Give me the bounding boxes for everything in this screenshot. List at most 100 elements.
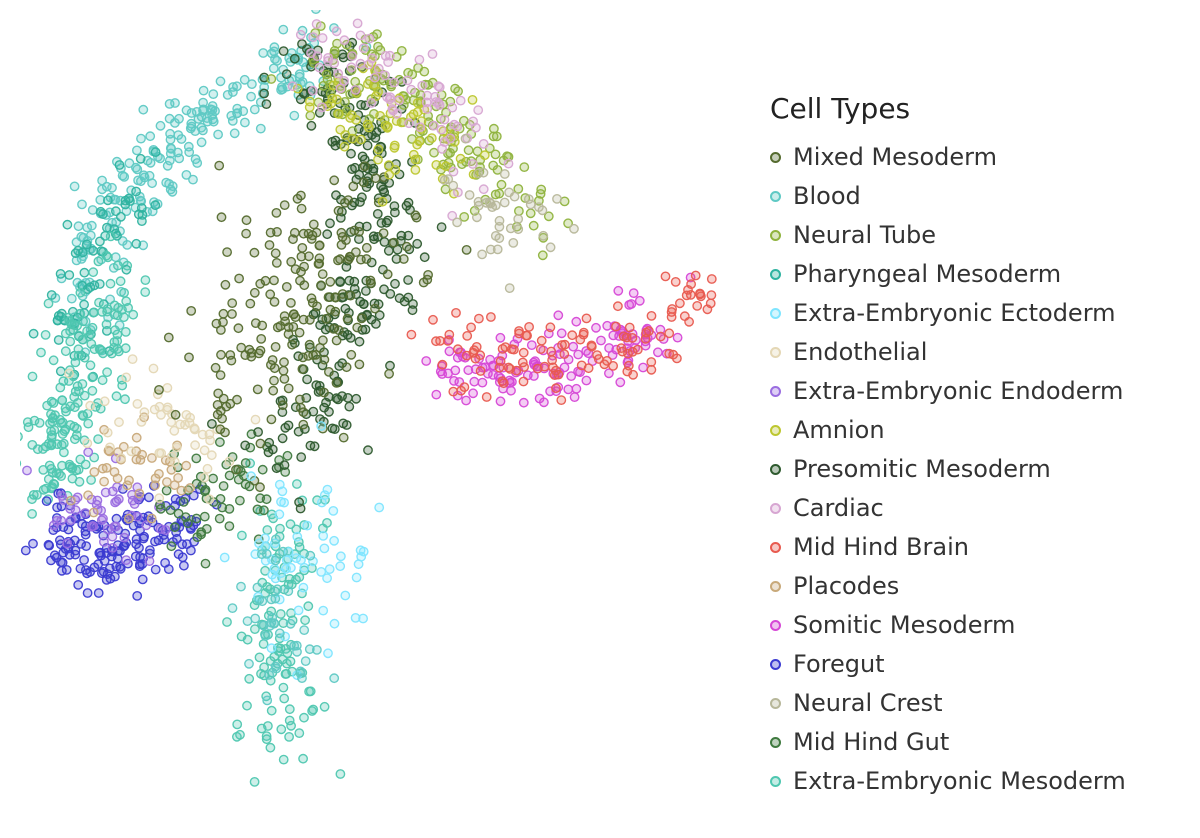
scatter-point — [151, 148, 159, 156]
scatter-point — [530, 222, 538, 230]
scatter-point — [474, 169, 482, 177]
scatter-point — [549, 363, 557, 371]
scatter-point — [94, 435, 102, 443]
scatter-point — [470, 346, 478, 354]
scatter-point — [117, 213, 125, 221]
scatter-point — [200, 474, 208, 482]
scatter-point — [182, 462, 190, 470]
scatter-point — [219, 310, 227, 318]
scatter-point — [208, 420, 216, 428]
scatter-point — [319, 336, 327, 344]
scatter-point — [107, 232, 115, 240]
scatter-point — [45, 541, 53, 549]
scatter-point — [348, 52, 356, 60]
scatter-point — [475, 314, 483, 322]
scatter-point — [330, 674, 338, 682]
scatter-point — [73, 322, 81, 330]
scatter-point — [257, 124, 265, 132]
scatter-point — [90, 281, 98, 289]
scatter-point — [203, 465, 211, 473]
scatter-point — [423, 105, 431, 113]
legend-item-label: Blood — [793, 182, 861, 210]
scatter-point — [237, 343, 245, 351]
scatter-point — [259, 621, 267, 629]
scatter-point — [665, 349, 673, 357]
scatter-point — [80, 556, 88, 564]
legend-marker-icon — [770, 347, 781, 358]
scatter-point — [294, 606, 302, 614]
scatter-point — [287, 564, 295, 572]
scatter-point — [266, 744, 274, 752]
scatter-point — [279, 367, 287, 375]
scatter-point — [228, 299, 236, 307]
scatter-point — [472, 124, 480, 132]
scatter-point — [121, 395, 129, 403]
scatter-point — [325, 368, 333, 376]
scatter-point — [463, 332, 471, 340]
scatter-point — [282, 645, 290, 653]
scatter-point — [111, 498, 119, 506]
scatter-point — [280, 498, 288, 506]
legend-item-label: Extra-Embryonic Ectoderm — [793, 299, 1116, 327]
legend-marker-icon — [770, 503, 781, 514]
scatter-point — [283, 283, 291, 291]
scatter-point — [355, 360, 363, 368]
scatter-point — [192, 514, 200, 522]
legend-item-label: Extra-Embryonic Mesoderm — [793, 767, 1126, 795]
scatter-point — [233, 733, 241, 741]
scatter-point — [255, 539, 263, 547]
scatter-point — [63, 221, 71, 229]
legend-marker-icon — [770, 386, 781, 397]
scatter-point — [306, 97, 314, 105]
scatter-point — [66, 463, 74, 471]
scatter-point — [241, 118, 249, 126]
scatter-point — [290, 642, 298, 650]
scatter-point — [256, 439, 264, 447]
scatter-point — [320, 356, 328, 364]
scatter-point — [525, 195, 533, 203]
scatter-point — [501, 198, 509, 206]
scatter-point — [600, 360, 608, 368]
scatter-point — [535, 203, 543, 211]
scatter-point — [306, 645, 314, 653]
scatter-point — [133, 400, 141, 408]
scatter-point — [299, 315, 307, 323]
scatter-point — [116, 277, 124, 285]
scatter-point — [306, 111, 314, 119]
scatter-point — [480, 140, 488, 148]
scatter-point — [305, 252, 313, 260]
scatter-point — [391, 166, 399, 174]
scatter-point — [299, 420, 307, 428]
scatter-point — [386, 52, 394, 60]
scatter-point — [312, 20, 320, 28]
legend-item: Foregut — [770, 650, 1190, 678]
scatter-point — [280, 358, 288, 366]
legend-marker-icon — [770, 191, 781, 202]
scatter-point — [380, 285, 388, 293]
legend-marker-icon — [770, 581, 781, 592]
scatter-point — [324, 649, 332, 657]
scatter-point — [297, 453, 305, 461]
legend-item: Mixed Mesoderm — [770, 143, 1190, 171]
scatter-point — [322, 315, 330, 323]
scatter-point — [293, 533, 301, 541]
scatter-point — [667, 308, 675, 316]
scatter-point — [57, 558, 65, 566]
legend-marker-icon — [770, 659, 781, 670]
scatter-point — [125, 476, 133, 484]
scatter-point — [117, 454, 125, 462]
scatter-point — [480, 185, 488, 193]
scatter-point — [384, 216, 392, 224]
scatter-point — [307, 49, 315, 57]
scatter-point — [332, 379, 340, 387]
scatter-point — [400, 255, 408, 263]
scatter-point — [498, 377, 506, 385]
scatter-point — [609, 362, 617, 370]
scatter-point — [20, 432, 22, 440]
scatter-point — [197, 138, 205, 146]
scatter-point — [140, 408, 148, 416]
scatter-point — [323, 519, 331, 527]
scatter-point — [217, 213, 225, 221]
scatter-point — [265, 241, 273, 249]
scatter-point — [271, 364, 279, 372]
